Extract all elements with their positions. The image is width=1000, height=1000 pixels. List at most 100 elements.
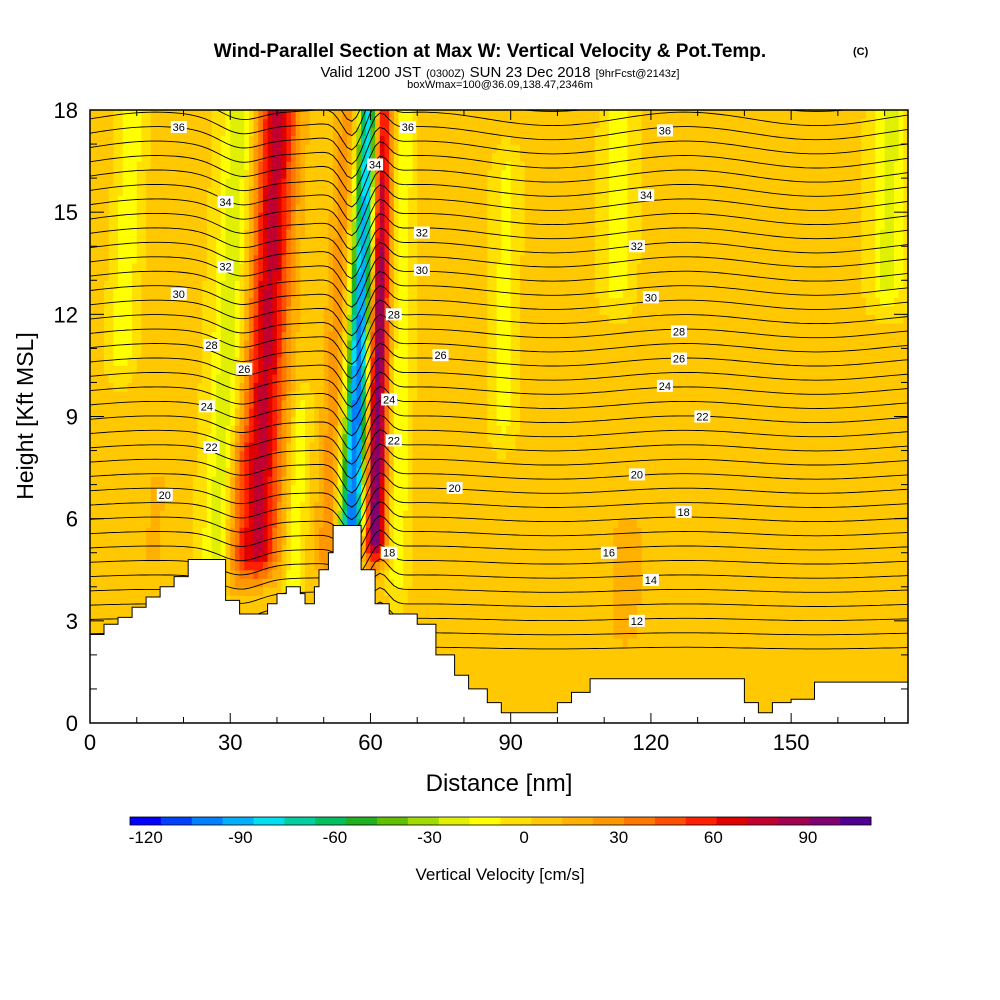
velocity-cell	[361, 229, 367, 239]
velocity-cell	[192, 152, 199, 162]
velocity-cell	[403, 433, 409, 443]
velocity-cell	[211, 229, 217, 239]
velocity-cell	[347, 280, 353, 290]
velocity-cell	[141, 425, 147, 435]
velocity-cell	[253, 433, 259, 443]
velocity-cell	[146, 407, 152, 418]
velocity-cell	[146, 416, 152, 426]
velocity-cell	[365, 382, 372, 392]
velocity-cell	[146, 297, 152, 307]
velocity-cell	[323, 186, 329, 196]
velocity-cell	[342, 263, 348, 273]
velocity-cell	[290, 373, 297, 384]
velocity-cell	[174, 229, 180, 239]
velocity-cell	[141, 288, 147, 298]
velocity-cell	[94, 118, 100, 128]
velocity-cell	[160, 467, 166, 477]
velocity-cell	[403, 518, 409, 528]
velocity-cell	[379, 535, 386, 545]
velocity-cell	[281, 314, 287, 324]
velocity-cell	[178, 552, 185, 562]
velocity-cell	[146, 356, 152, 367]
velocity-cell	[347, 203, 353, 213]
velocity-cell	[118, 314, 124, 324]
velocity-cell	[99, 186, 105, 196]
velocity-cell	[206, 484, 213, 494]
velocity-cell	[375, 561, 381, 571]
velocity-cell	[220, 203, 227, 213]
velocity-cell	[183, 348, 189, 358]
velocity-cell	[132, 433, 138, 443]
velocity-cell	[258, 237, 264, 247]
velocity-cell	[183, 135, 189, 145]
velocity-cell	[132, 127, 138, 137]
velocity-cell	[225, 578, 231, 588]
velocity-cell	[375, 322, 381, 332]
velocity-cell	[160, 544, 166, 554]
velocity-cell	[262, 365, 269, 375]
velocity-cell	[178, 186, 185, 196]
velocity-cell	[407, 416, 414, 426]
velocity-cell	[169, 212, 175, 222]
velocity-cell	[239, 476, 245, 486]
velocity-cell	[225, 433, 231, 443]
velocity-cell	[248, 407, 255, 418]
velocity-cell	[370, 322, 376, 332]
velocity-cell	[389, 186, 395, 196]
velocity-cell	[211, 246, 217, 256]
velocity-cell	[295, 416, 301, 426]
velocity-cell	[276, 169, 283, 179]
velocity-cell	[323, 178, 329, 188]
velocity-cell	[136, 561, 143, 571]
velocity-cell	[94, 322, 100, 332]
velocity-cell	[290, 237, 297, 247]
velocity-cell	[211, 501, 217, 511]
velocity-cell	[104, 237, 110, 247]
velocity-cell	[258, 229, 264, 239]
velocity-cell	[295, 203, 301, 213]
velocity-cell	[314, 476, 320, 486]
velocity-cell	[118, 373, 124, 384]
velocity-cell	[290, 229, 297, 239]
velocity-cell	[220, 161, 227, 171]
velocity-cell	[90, 586, 96, 596]
velocity-cell	[379, 518, 386, 528]
velocity-cell	[244, 229, 250, 239]
velocity-cell	[220, 467, 227, 477]
velocity-cell	[286, 110, 292, 120]
velocity-cell	[262, 314, 269, 324]
velocity-cell	[412, 603, 418, 613]
velocity-cell	[146, 373, 152, 384]
velocity-cell	[267, 484, 273, 494]
velocity-cell	[328, 425, 334, 435]
velocity-cell	[141, 484, 147, 494]
velocity-cell	[220, 484, 227, 494]
velocity-cell	[309, 399, 315, 409]
velocity-cell	[375, 510, 381, 520]
velocity-cell	[393, 169, 400, 179]
velocity-cell	[127, 288, 133, 298]
velocity-cell	[300, 484, 306, 494]
velocity-cell	[178, 331, 185, 341]
velocity-cell	[225, 110, 231, 120]
velocity-cell	[272, 288, 278, 298]
velocity-cell	[132, 459, 138, 469]
velocity-cell	[262, 297, 269, 307]
velocity-cell	[286, 288, 292, 298]
velocity-cell	[403, 476, 409, 486]
velocity-cell	[389, 237, 395, 247]
velocity-cell	[206, 135, 213, 145]
velocity-cell	[94, 288, 100, 298]
velocity-cell	[295, 169, 301, 179]
velocity-cell	[267, 314, 273, 324]
velocity-cell	[141, 476, 147, 486]
velocity-cell	[164, 476, 171, 486]
velocity-cell	[122, 569, 128, 579]
velocity-cell	[267, 161, 273, 171]
velocity-cell	[384, 356, 390, 367]
velocity-cell	[333, 305, 339, 315]
velocity-cell	[155, 390, 161, 401]
velocity-cell	[90, 220, 96, 230]
velocity-cell	[90, 365, 96, 375]
velocity-cell	[333, 322, 339, 332]
